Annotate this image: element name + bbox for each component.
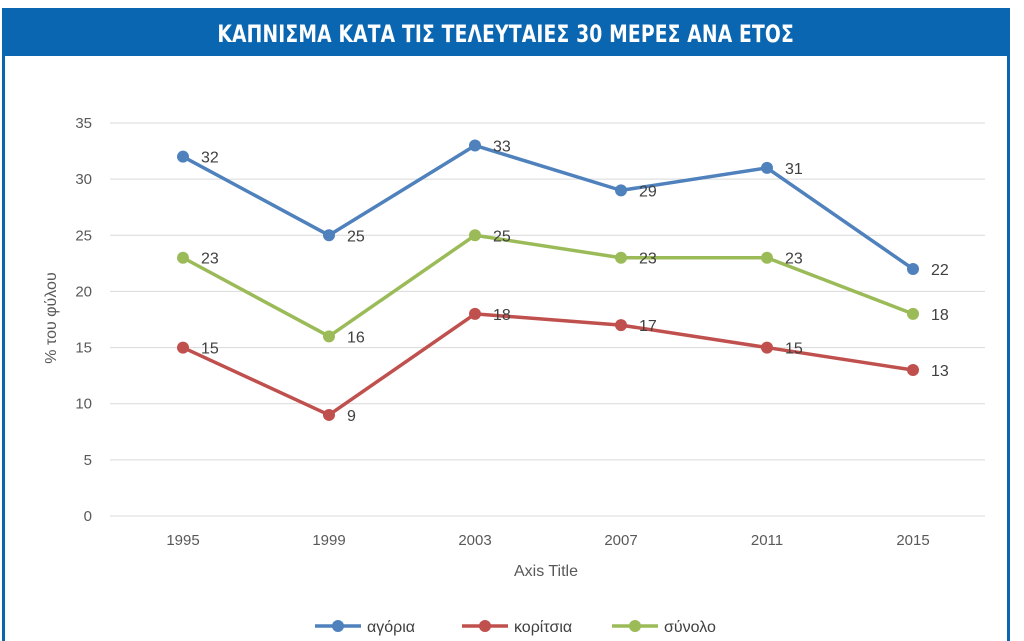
data-point	[177, 251, 189, 264]
data-label: 23	[639, 251, 657, 268]
y-tick-label: 15	[75, 340, 92, 357]
data-label: 13	[931, 363, 949, 380]
legend-marker	[629, 620, 641, 632]
y-tick-label: 10	[75, 396, 92, 413]
y-tick-label: 25	[75, 227, 92, 244]
data-label: 18	[493, 307, 511, 324]
data-label: 33	[493, 138, 511, 155]
data-point	[907, 307, 919, 320]
data-label: 22	[931, 262, 949, 279]
chart-title-bar: ΚΑΠΝΙΣΜΑ ΚΑΤΑ ΤΙΣ ΤΕΛΕΥΤΑΙΕΣ 30 ΜΕΡΕΣ ΑΝ…	[2, 8, 1010, 56]
data-point	[177, 341, 189, 354]
data-point	[469, 229, 481, 242]
data-point	[323, 330, 335, 343]
legend: αγόρια κορίτσια σύνολο	[315, 619, 716, 636]
data-label: 23	[201, 251, 219, 268]
gridlines	[110, 122, 985, 517]
y-tick-label: 0	[84, 508, 92, 525]
x-tick-label: 2015	[896, 532, 929, 549]
series-group: 32 25 33 29 31 22 15 9 18 17 15 13 23 16 25 23 23 18	[177, 138, 949, 425]
series-line	[182, 312, 914, 417]
data-point	[615, 251, 627, 264]
data-point	[907, 364, 919, 377]
x-axis-title: Axis Title	[514, 563, 578, 580]
series-1: 15 9 18 17 15 13	[177, 307, 949, 425]
x-axis-ticks: 1995 1999 2003 2007 2011 2015	[166, 532, 929, 549]
y-tick-label: 5	[84, 452, 92, 469]
data-label: 23	[785, 251, 803, 268]
data-label: 18	[931, 307, 949, 324]
data-point	[615, 319, 627, 332]
data-point	[615, 184, 627, 197]
data-point	[177, 150, 189, 163]
series-0: 32 25 33 29 31 22	[177, 138, 949, 279]
chart-frame	[2, 8, 1010, 641]
x-tick-label: 2003	[458, 532, 491, 549]
legend-item: κορίτσια	[462, 619, 572, 636]
data-label: 9	[347, 408, 356, 425]
x-tick-label: 2011	[751, 532, 783, 549]
legend-marker	[332, 620, 344, 632]
legend-item: σύνολο	[612, 619, 716, 636]
series-line	[182, 233, 914, 339]
data-point	[469, 139, 481, 152]
y-tick-label: 30	[75, 171, 92, 188]
series-2: 23 16 25 23 23 18	[177, 228, 949, 346]
legend-label: κορίτσια	[514, 619, 572, 636]
data-label: 29	[639, 183, 657, 200]
x-tick-label: 2007	[604, 532, 637, 549]
y-axis-ticks: 0 5 10 15 20 25 30 35	[75, 115, 92, 525]
data-point	[761, 341, 773, 354]
series-line	[182, 143, 914, 271]
legend-label: σύνολο	[664, 619, 716, 636]
data-label: 25	[493, 228, 511, 245]
data-label: 15	[201, 341, 219, 358]
legend-item: αγόρια	[315, 619, 415, 636]
data-point	[907, 262, 919, 275]
data-label: 16	[347, 329, 365, 346]
data-point	[323, 408, 335, 421]
chart-title: ΚΑΠΝΙΣΜΑ ΚΑΤΑ ΤΙΣ ΤΕΛΕΥΤΑΙΕΣ 30 ΜΕΡΕΣ ΑΝ…	[217, 20, 795, 48]
y-tick-label: 35	[75, 115, 92, 132]
data-label: 17	[639, 318, 657, 335]
data-label: 32	[201, 150, 219, 167]
data-label: 25	[347, 228, 365, 245]
legend-label: αγόρια	[367, 619, 415, 636]
data-point	[469, 307, 481, 320]
x-tick-label: 1999	[312, 532, 345, 549]
data-point	[761, 251, 773, 264]
y-axis-title: % του φύλου	[43, 272, 60, 363]
data-label: 31	[785, 161, 803, 178]
y-tick-label: 20	[75, 283, 92, 300]
data-label: 15	[785, 341, 803, 358]
legend-marker	[479, 620, 491, 632]
data-point	[761, 161, 773, 174]
data-point	[323, 229, 335, 242]
x-tick-label: 1995	[166, 532, 199, 549]
